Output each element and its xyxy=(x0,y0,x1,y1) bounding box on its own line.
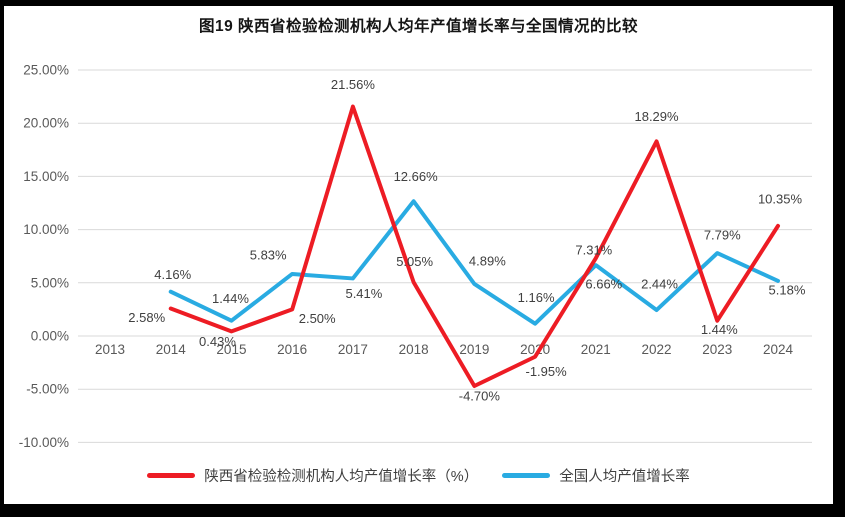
data-point-label: 5.05% xyxy=(396,254,433,269)
data-point-label: 7.31% xyxy=(575,243,612,258)
y-axis-tick-label: 25.00% xyxy=(23,63,69,78)
data-point-label: 2.44% xyxy=(641,277,678,292)
data-point-label: 4.89% xyxy=(469,253,506,268)
legend-label-shaanxi: 陕西省检验检测机构人均产值增长率（%） xyxy=(204,469,479,485)
data-point-label: 1.16% xyxy=(518,290,555,305)
series-line xyxy=(168,104,780,389)
y-axis-tick-label: 15.00% xyxy=(23,169,69,184)
y-axis-tick-label: 10.00% xyxy=(23,222,69,237)
data-point-label: 5.41% xyxy=(345,286,382,301)
data-point-label: 7.79% xyxy=(704,228,741,243)
data-point-label: 18.29% xyxy=(634,109,679,124)
y-axis-tick-label: -10.00% xyxy=(19,435,69,450)
x-axis-tick-label: 2023 xyxy=(702,342,732,357)
legend-label-national: 全国人均产值增长率 xyxy=(559,469,690,485)
data-point-label: 5.83% xyxy=(250,247,287,262)
x-axis-tick-label: 2014 xyxy=(156,342,187,357)
data-point-label: 4.16% xyxy=(154,267,191,282)
data-point-label: 1.44% xyxy=(701,322,738,337)
legend-line-swatch-blue xyxy=(502,473,551,478)
data-point-label: 0.43% xyxy=(199,334,236,349)
x-axis-tick-label: 2022 xyxy=(642,342,672,357)
legend-line-swatch-red xyxy=(147,473,196,478)
y-axis-tick-label: 5.00% xyxy=(31,275,69,290)
data-point-label: 5.18% xyxy=(769,282,806,297)
data-point-label: 10.35% xyxy=(758,191,803,206)
legend-item-shaanxi: 陕西省检验检测机构人均产值增长率（%） xyxy=(147,465,478,486)
line-chart-plot: 25.00% 20.00% 15.00% 10.00% 5.00% 0.00% -5.00%… xyxy=(19,63,812,450)
chart-canvas: 图19 陕西省检验检测机构人均年产值增长率与全国情况的比较 25.00% 20.0… xyxy=(4,6,833,504)
x-axis-tick-label: 2017 xyxy=(338,342,368,357)
data-point-label: 2.50% xyxy=(299,311,336,326)
data-point-label: -1.95% xyxy=(525,364,567,379)
data-point-label: -4.70% xyxy=(459,389,501,404)
x-axis-tick-label: 2018 xyxy=(399,342,429,357)
series-line xyxy=(168,199,780,326)
legend: 陕西省检验检测机构人均产值增长率（%） 全国人均产值增长率 xyxy=(4,465,833,486)
y-axis-tick-label: -5.00% xyxy=(26,382,69,397)
x-axis-tick-label: 2019 xyxy=(459,342,489,357)
data-point-label: 2.58% xyxy=(128,310,165,325)
data-point-label: 12.66% xyxy=(394,169,439,184)
legend-item-national: 全国人均产值增长率 xyxy=(502,465,690,486)
y-axis-tick-label: 0.00% xyxy=(31,329,69,344)
data-point-label: 6.66% xyxy=(585,277,622,292)
data-point-label: 21.56% xyxy=(331,77,376,92)
x-axis-tick-label: 2024 xyxy=(763,342,794,357)
x-axis-tick-label: 2015 xyxy=(216,342,246,357)
data-point-label: 1.44% xyxy=(212,291,249,306)
y-axis-tick-label: 20.00% xyxy=(23,116,69,131)
x-axis-tick-label: 2013 xyxy=(95,342,125,357)
x-axis-tick-label: 2021 xyxy=(581,342,611,357)
chart-title: 图19 陕西省检验检测机构人均年产值增长率与全国情况的比较 xyxy=(198,18,639,35)
x-axis-tick-label: 2016 xyxy=(277,342,307,357)
